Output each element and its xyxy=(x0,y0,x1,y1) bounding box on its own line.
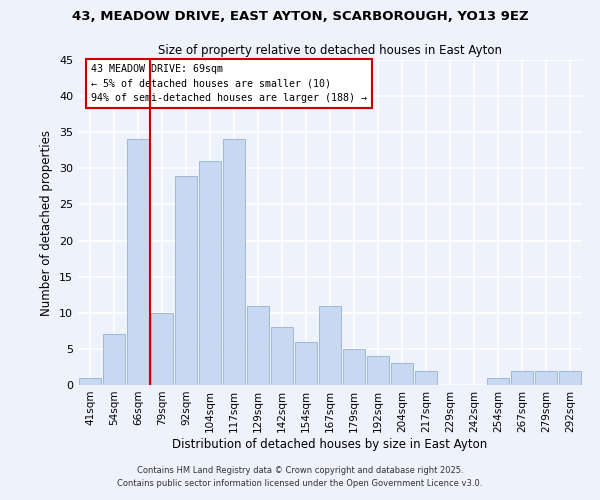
Y-axis label: Number of detached properties: Number of detached properties xyxy=(40,130,53,316)
Text: 43 MEADOW DRIVE: 69sqm
← 5% of detached houses are smaller (10)
94% of semi-deta: 43 MEADOW DRIVE: 69sqm ← 5% of detached … xyxy=(91,64,367,103)
Bar xyxy=(559,370,581,385)
Bar xyxy=(247,306,269,385)
Bar xyxy=(127,140,149,385)
Bar xyxy=(535,370,557,385)
Text: 43, MEADOW DRIVE, EAST AYTON, SCARBOROUGH, YO13 9EZ: 43, MEADOW DRIVE, EAST AYTON, SCARBOROUG… xyxy=(71,10,529,23)
Text: Contains HM Land Registry data © Crown copyright and database right 2025.
Contai: Contains HM Land Registry data © Crown c… xyxy=(118,466,482,487)
Bar xyxy=(415,370,437,385)
Bar xyxy=(175,176,197,385)
Bar xyxy=(487,378,509,385)
Bar xyxy=(151,313,173,385)
Bar xyxy=(295,342,317,385)
Bar xyxy=(511,370,533,385)
Bar xyxy=(223,140,245,385)
Bar xyxy=(319,306,341,385)
Bar xyxy=(391,364,413,385)
Title: Size of property relative to detached houses in East Ayton: Size of property relative to detached ho… xyxy=(158,44,502,58)
Bar xyxy=(199,161,221,385)
Bar xyxy=(271,327,293,385)
X-axis label: Distribution of detached houses by size in East Ayton: Distribution of detached houses by size … xyxy=(172,438,488,450)
Bar xyxy=(367,356,389,385)
Bar xyxy=(343,349,365,385)
Bar xyxy=(103,334,125,385)
Bar xyxy=(79,378,101,385)
